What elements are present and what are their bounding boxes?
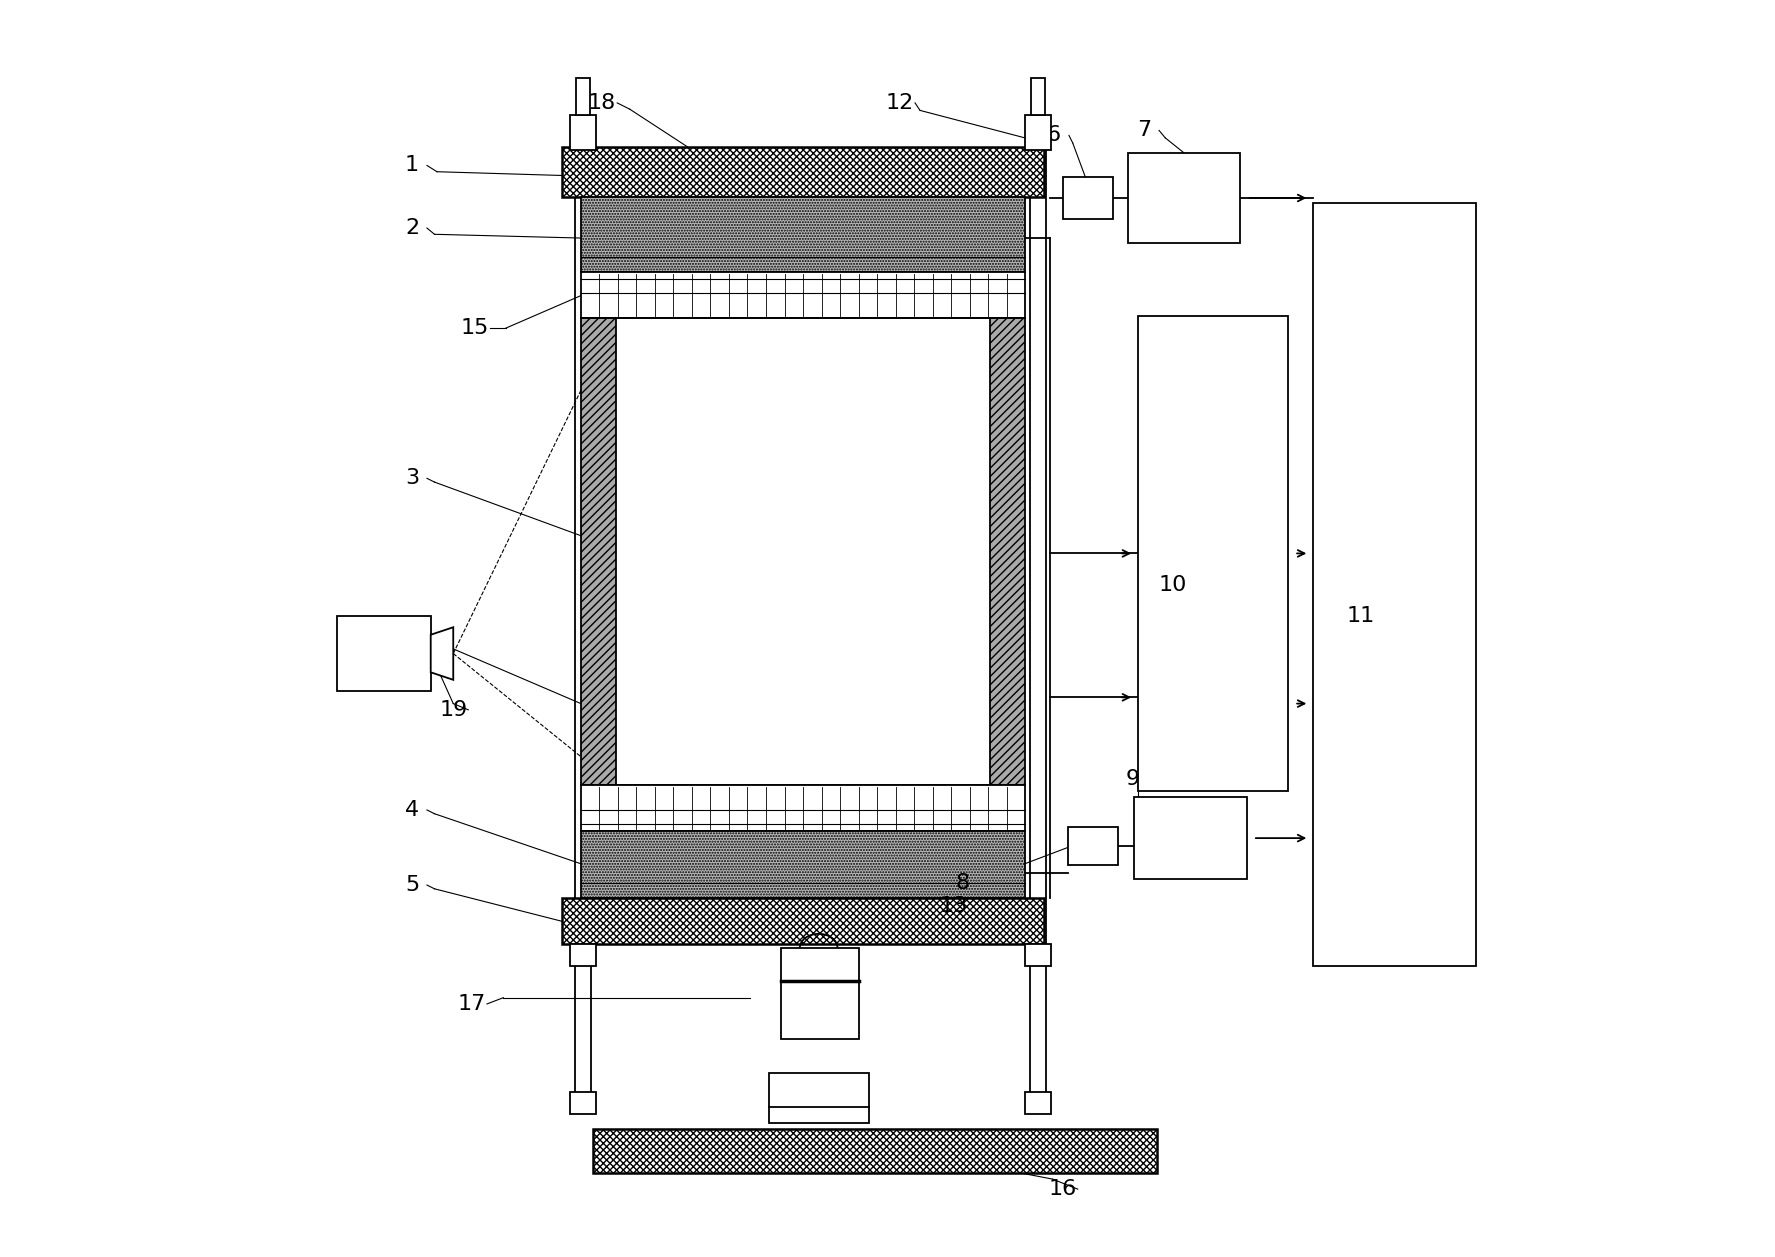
- Bar: [580, 272, 1026, 318]
- Bar: [1138, 316, 1289, 791]
- Text: 11: 11: [1347, 606, 1374, 626]
- Text: 18: 18: [588, 93, 616, 113]
- Text: 19: 19: [438, 700, 467, 720]
- Bar: [593, 1129, 1157, 1173]
- Text: 15: 15: [460, 318, 488, 338]
- Bar: [575, 78, 589, 116]
- Bar: [1314, 204, 1475, 967]
- Text: 13: 13: [939, 896, 967, 916]
- Bar: [1069, 827, 1118, 865]
- Text: 5: 5: [405, 875, 419, 895]
- Bar: [1063, 177, 1113, 219]
- Text: 9: 9: [1125, 769, 1140, 788]
- Bar: [781, 948, 859, 1040]
- Polygon shape: [431, 627, 453, 680]
- Text: 12: 12: [886, 93, 914, 113]
- Bar: [1026, 1091, 1051, 1114]
- Bar: [990, 318, 1026, 784]
- Bar: [580, 197, 1026, 272]
- Text: 8: 8: [955, 872, 969, 892]
- Bar: [1031, 78, 1045, 116]
- Bar: [616, 318, 990, 784]
- Bar: [337, 616, 431, 691]
- Bar: [769, 1072, 868, 1123]
- Bar: [1134, 797, 1246, 879]
- Text: 6: 6: [1047, 126, 1061, 146]
- Text: 7: 7: [1138, 121, 1152, 141]
- Text: 1: 1: [405, 156, 419, 176]
- Bar: [580, 784, 1026, 831]
- Bar: [580, 318, 616, 784]
- Text: 17: 17: [458, 994, 486, 1014]
- Bar: [1026, 944, 1051, 967]
- Bar: [570, 1091, 596, 1114]
- Text: 10: 10: [1159, 574, 1187, 595]
- Text: 4: 4: [405, 799, 419, 820]
- Text: 16: 16: [1049, 1179, 1077, 1199]
- Bar: [570, 944, 596, 967]
- Bar: [570, 116, 596, 151]
- Bar: [1026, 116, 1051, 151]
- Text: 3: 3: [405, 469, 419, 488]
- Bar: [1127, 153, 1241, 243]
- Bar: [580, 831, 1026, 897]
- Bar: [563, 897, 1044, 944]
- Bar: [563, 147, 1044, 197]
- Text: 14: 14: [398, 628, 426, 649]
- Text: 2: 2: [405, 217, 419, 238]
